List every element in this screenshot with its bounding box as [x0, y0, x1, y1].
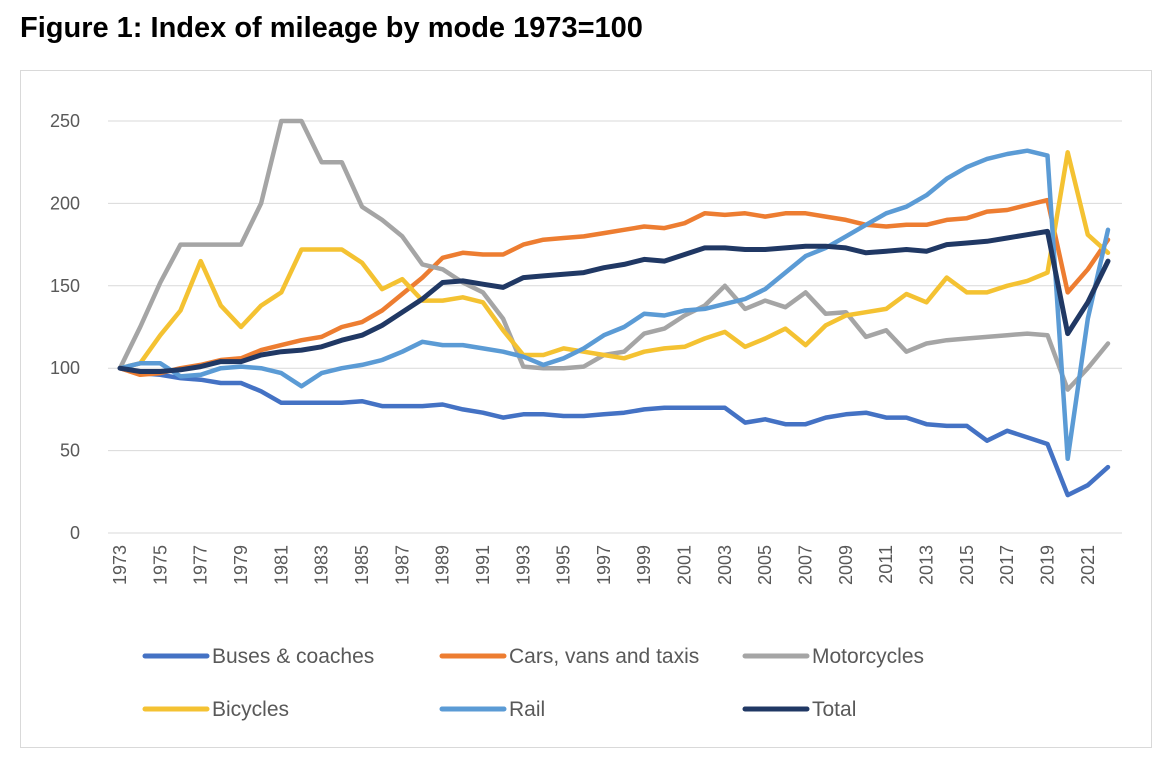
series-line-total [117, 228, 1111, 374]
x-tick-label: 1999 [634, 545, 654, 585]
legend-label: Buses & coaches [212, 645, 374, 668]
legend-label: Total [812, 698, 856, 721]
x-tick-label: 1975 [150, 545, 170, 585]
legend-label: Cars, vans and taxis [509, 645, 699, 668]
y-tick-label: 50 [60, 441, 80, 461]
chart-frame [20, 70, 1152, 748]
x-tick-label: 2003 [715, 545, 735, 585]
y-tick-label: 100 [50, 358, 80, 378]
x-tick-label: 1995 [554, 545, 574, 585]
y-tick-label: 200 [50, 193, 80, 213]
x-tick-label: 1987 [392, 545, 412, 585]
series-line-bicycles [117, 150, 1111, 371]
x-tick-label: 1989 [433, 545, 453, 585]
x-tick-label: 2013 [917, 545, 937, 585]
y-tick-label: 0 [70, 523, 80, 543]
x-tick-label: 1983 [312, 545, 332, 585]
chart-title: Figure 1: Index of mileage by mode 1973=… [20, 12, 643, 44]
x-tick-label: 2019 [1038, 545, 1058, 585]
legend-label: Rail [509, 698, 545, 721]
x-tick-label: 2001 [675, 545, 695, 585]
x-tick-label: 1993 [513, 545, 533, 585]
x-tick-label: 2009 [836, 545, 856, 585]
y-tick-label: 250 [50, 111, 80, 131]
x-tick-label: 2017 [997, 545, 1017, 585]
series-line-motorcycles [117, 118, 1111, 392]
x-tick-label: 1977 [191, 545, 211, 585]
series-line-rail [117, 148, 1111, 462]
series-line-cars-vans-and-taxis [117, 197, 1111, 378]
x-tick-label: 1997 [594, 545, 614, 585]
x-tick-label: 2011 [876, 545, 896, 584]
x-tick-label: 1973 [110, 545, 130, 585]
x-tick-label: 2007 [796, 545, 816, 585]
legend-label: Bicycles [212, 698, 289, 721]
x-tick-label: 1979 [231, 545, 251, 585]
x-tick-label: 2015 [957, 545, 977, 585]
legend-label: Motorcycles [812, 645, 924, 668]
x-tick-label: 1981 [271, 545, 291, 585]
series-line-buses-coaches [117, 365, 1111, 498]
x-tick-label: 2021 [1078, 545, 1098, 585]
x-tick-label: 2005 [755, 545, 775, 585]
x-tick-label: 1985 [352, 545, 372, 585]
y-tick-label: 150 [50, 276, 80, 296]
x-tick-label: 1991 [473, 545, 493, 585]
